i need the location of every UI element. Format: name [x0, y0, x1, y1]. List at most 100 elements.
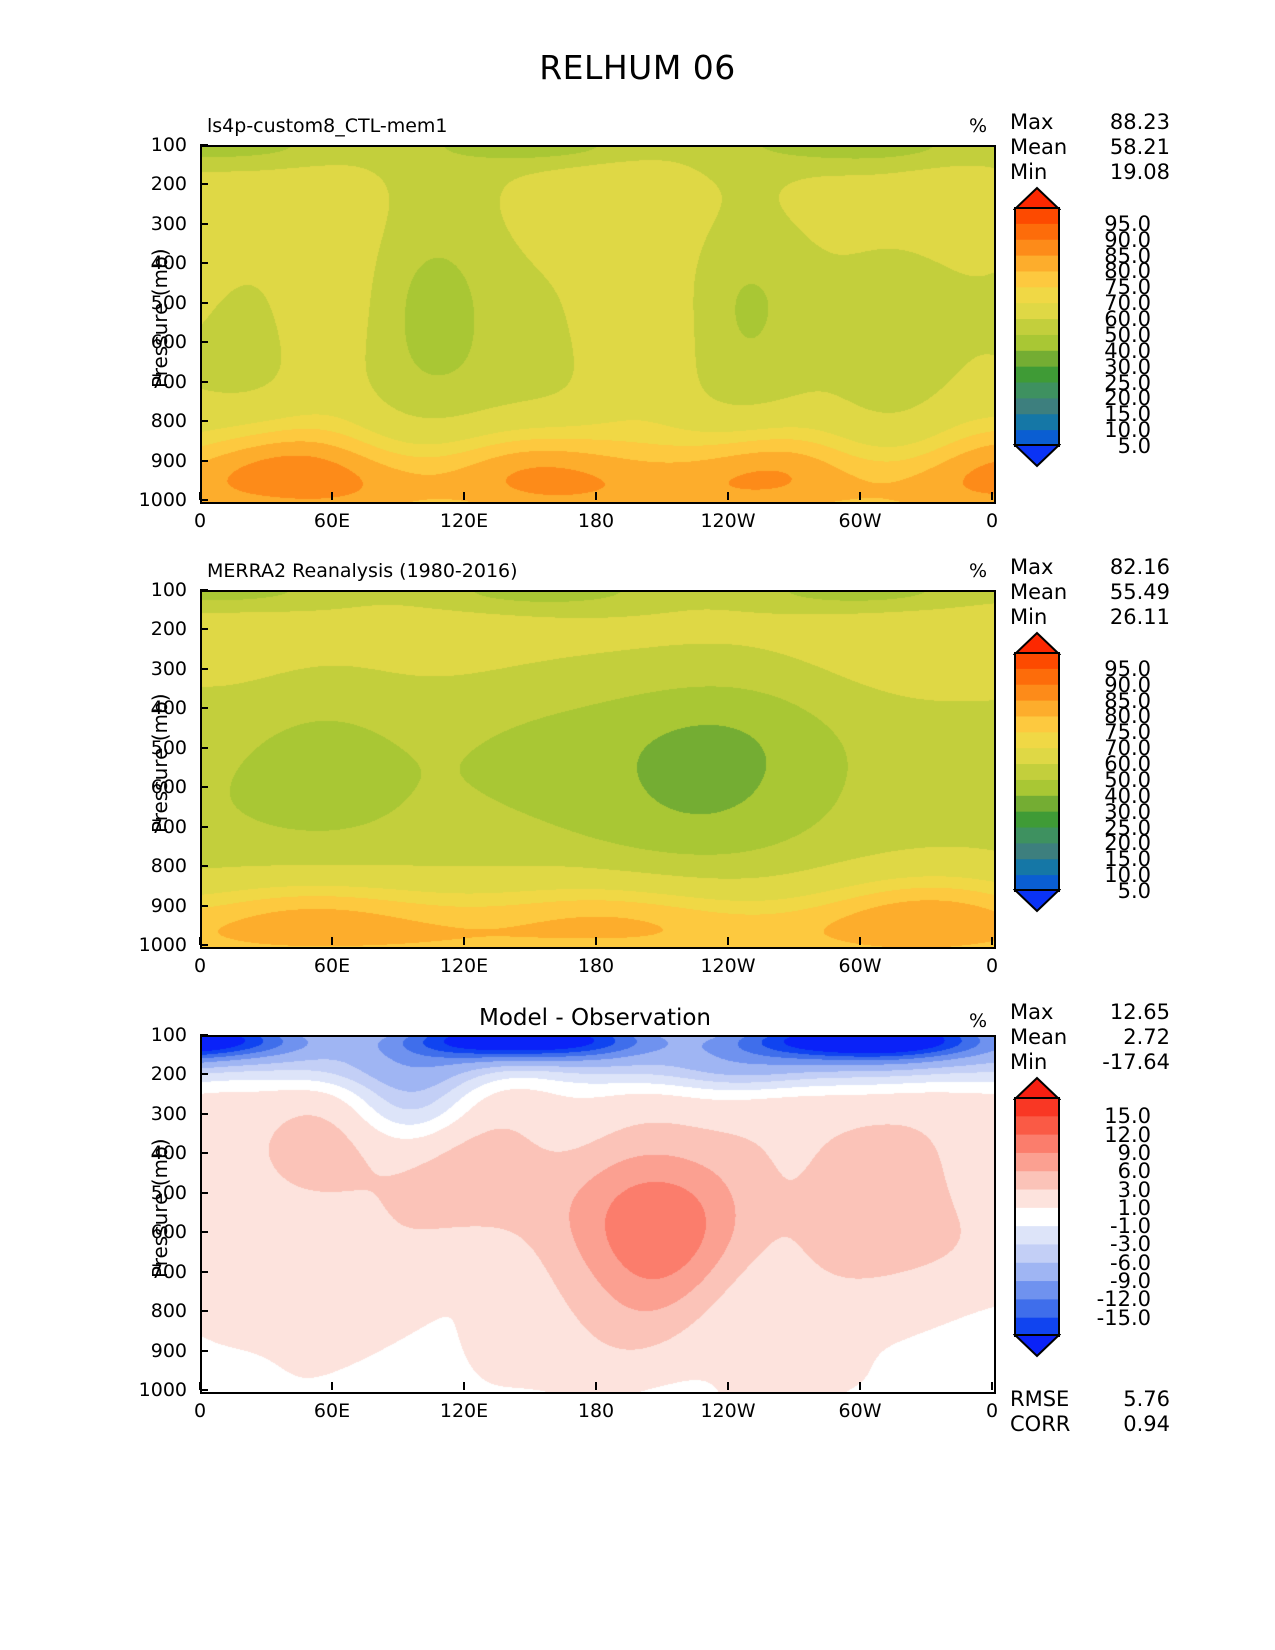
x-tick-label: 60W [838, 955, 882, 977]
panel-1-colorbar[interactable] [1012, 186, 1062, 468]
x-tick-label: 0 [193, 510, 207, 532]
x-tick-mark [991, 937, 993, 945]
x-tick-label: 120W [700, 955, 756, 977]
x-tick-mark [463, 492, 465, 500]
x-tick-label: 60W [838, 1400, 882, 1422]
y-tick-mark [200, 628, 208, 631]
y-tick-mark [200, 459, 208, 462]
y-tick-label: 900 [150, 449, 187, 472]
y-tick-label: 800 [150, 410, 187, 433]
y-tick-label: 100 [150, 1024, 187, 1046]
x-tick-mark [463, 1382, 465, 1390]
x-tick-label: 60E [313, 955, 351, 977]
x-tick-mark [595, 492, 597, 500]
panel-3-contour-field [202, 1037, 994, 1392]
y-tick-mark [200, 1073, 208, 1076]
colorbar-tick-label: 95.0 [1104, 211, 1151, 236]
x-tick-label: 0 [193, 955, 207, 977]
stat-max-label: Max [1010, 1000, 1054, 1024]
stat-max-value: 88.23 [1109, 110, 1170, 134]
y-tick-mark [200, 1349, 208, 1352]
stat-rmse-label: RMSE [1010, 1387, 1070, 1411]
y-tick-label: 700 [150, 370, 187, 393]
x-tick-mark [991, 1382, 993, 1390]
x-tick-mark [331, 937, 333, 945]
stat-min-value: -17.64 [1102, 1050, 1170, 1074]
panel-3-unit: % [969, 1010, 988, 1032]
panel-1-plot[interactable] [200, 145, 996, 504]
colorbar-tick-label: 75.0 [1104, 275, 1151, 300]
x-tick-mark [331, 492, 333, 500]
colorbar-tick-label: 12.0 [1104, 1122, 1151, 1147]
stat-mean-value: 55.49 [1109, 580, 1170, 604]
x-tick-mark [727, 1382, 729, 1390]
x-tick-mark [859, 1382, 861, 1390]
colorbar-tick-label: 10.0 [1104, 418, 1151, 443]
x-tick-label: 120E [439, 510, 489, 532]
panel-2-unit: % [969, 560, 988, 582]
colorbar-tick-label: 60.0 [1104, 307, 1151, 332]
panel-3-plot[interactable] [200, 1035, 996, 1394]
y-tick-label: 600 [150, 331, 187, 354]
panel-1-y-axis-title: Pressure (mb) [148, 248, 172, 388]
x-tick-mark [991, 492, 993, 500]
x-tick-label: 120W [700, 510, 756, 532]
x-tick-label: 120E [439, 955, 489, 977]
y-tick-mark [200, 144, 208, 146]
y-tick-mark [200, 904, 208, 907]
panel-2-colorbar[interactable] [1012, 631, 1062, 913]
panel-2-plot[interactable] [200, 590, 996, 949]
y-tick-mark [200, 380, 208, 383]
y-tick-mark [200, 1112, 208, 1115]
x-tick-label: 180 [577, 510, 615, 532]
colorbar-tick-label: 80.0 [1104, 259, 1151, 284]
x-tick-mark [199, 937, 201, 945]
y-tick-label: 900 [150, 1339, 187, 1362]
colorbar-tick-label: 95.0 [1104, 656, 1151, 681]
panel-3-colorbar[interactable] [1012, 1076, 1062, 1358]
y-tick-mark [200, 222, 208, 225]
x-tick-mark [859, 937, 861, 945]
colorbar-tick-label: 85.0 [1104, 243, 1151, 268]
colorbar-tick-label: 30.0 [1104, 799, 1151, 824]
colorbar-tick-label: -9.0 [1110, 1269, 1151, 1294]
panel-1-contour-field [202, 147, 994, 502]
y-tick-label: 500 [150, 1181, 187, 1204]
stat-min-label: Min [1010, 605, 1048, 629]
x-tick-label: 0 [985, 510, 999, 532]
x-tick-mark [859, 492, 861, 500]
y-tick-label: 600 [150, 1221, 187, 1244]
colorbar-tick-label: 30.0 [1104, 354, 1151, 379]
colorbar-tick-label: 90.0 [1104, 227, 1151, 252]
y-tick-label: 700 [150, 815, 187, 838]
y-tick-label: 300 [150, 212, 187, 235]
colorbar-tick-label: 15.0 [1104, 1104, 1151, 1129]
y-tick-label: 1000 [138, 934, 187, 956]
x-tick-mark [727, 492, 729, 500]
y-tick-label: 100 [150, 134, 187, 156]
stat-corr-label: CORR [1010, 1412, 1071, 1436]
colorbar-tick-label: 40.0 [1104, 783, 1151, 808]
y-tick-mark [200, 420, 208, 423]
y-tick-mark [200, 301, 208, 304]
panel-2-title: MERRA2 Reanalysis (1980-2016) [207, 560, 518, 582]
stat-max-label: Max [1010, 555, 1054, 579]
y-tick-mark [200, 1152, 208, 1155]
y-tick-label: 200 [150, 618, 187, 641]
panel-2-y-axis-title: Pressure (mb) [148, 693, 172, 833]
x-tick-mark [595, 1382, 597, 1390]
x-tick-label: 180 [577, 1400, 615, 1422]
y-tick-label: 1000 [138, 489, 187, 511]
y-tick-mark [200, 825, 208, 828]
stat-mean-value: 58.21 [1109, 135, 1170, 159]
panel-3-y-axis-title: Pressure (mb) [148, 1138, 172, 1278]
y-tick-mark [200, 1389, 208, 1391]
colorbar-tick-label: -1.0 [1110, 1214, 1151, 1239]
stat-mean-label: Mean [1010, 135, 1068, 159]
colorbar-tick-label: 25.0 [1104, 370, 1151, 395]
stat-max-label: Max [1010, 110, 1054, 134]
colorbar-tick-label: 10.0 [1104, 863, 1151, 888]
stat-max-value: 12.65 [1109, 1000, 1170, 1024]
y-tick-label: 800 [150, 855, 187, 878]
colorbar-tick-label: 6.0 [1117, 1159, 1151, 1184]
